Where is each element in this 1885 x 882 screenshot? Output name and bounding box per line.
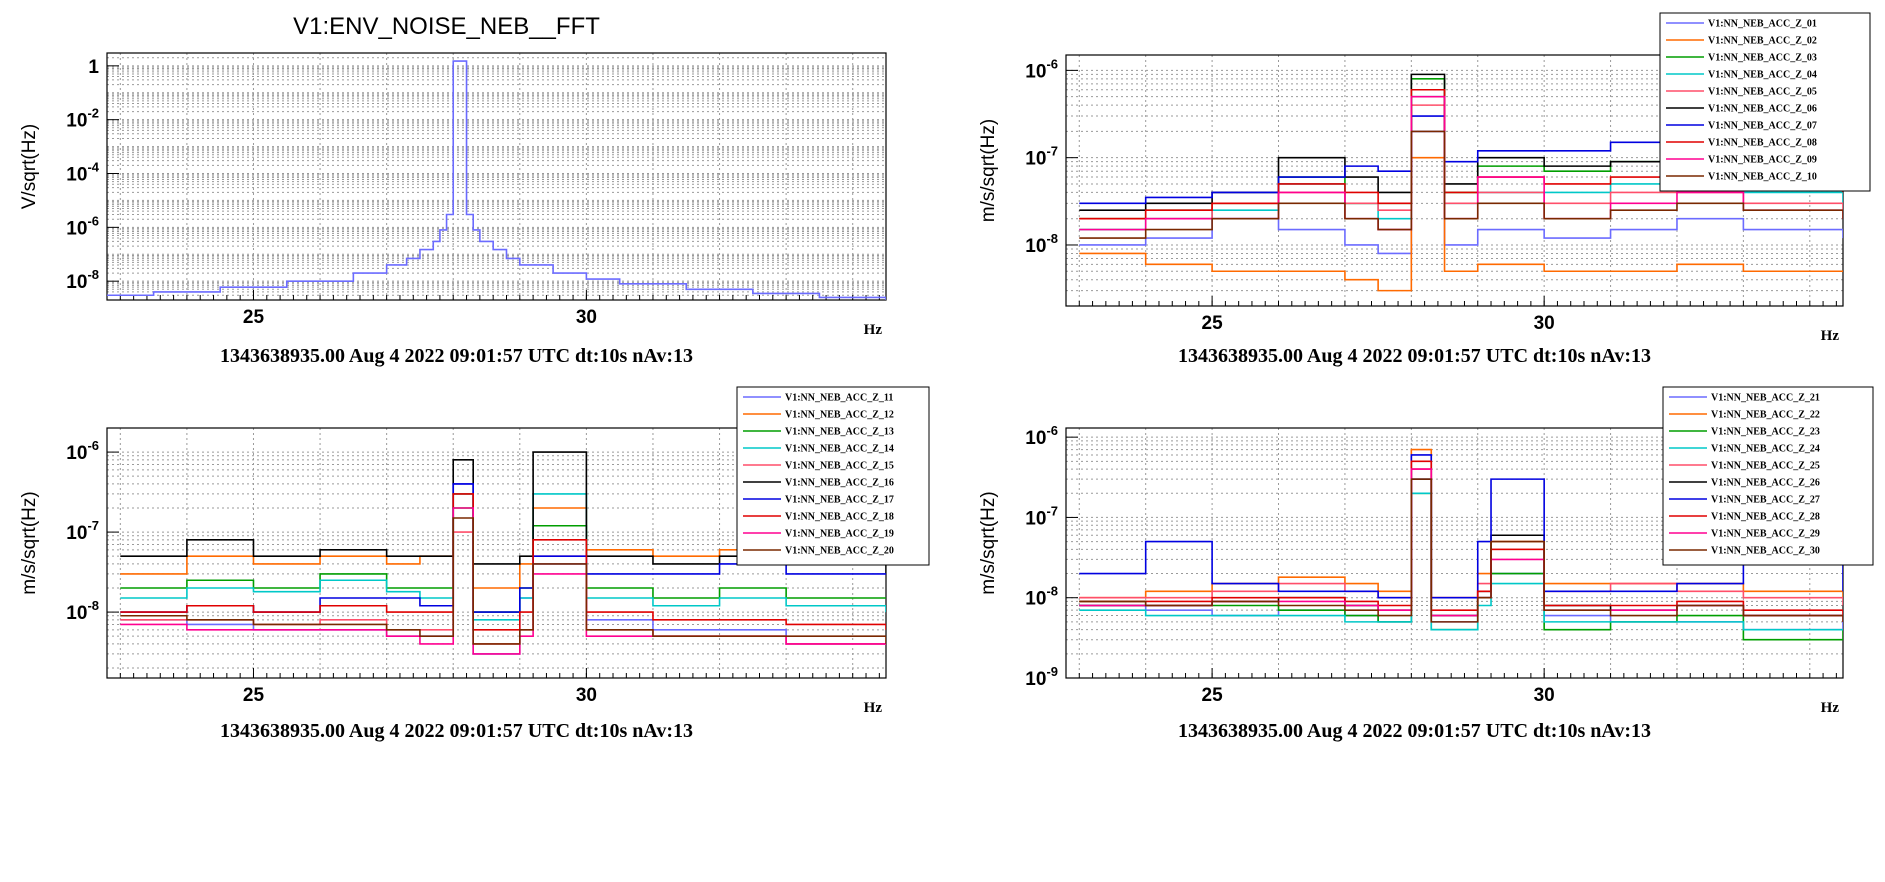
legend-label: V1:NN_NEB_ACC_Z_28 [1711,512,1820,523]
x-axis-label: Hz [864,700,883,716]
x-tick-label: 25 [1202,313,1224,334]
legend-label: V1:NN_NEB_ACC_Z_08 [1708,138,1817,149]
x-axis-label: Hz [1821,700,1840,716]
legend-label: V1:NN_NEB_ACC_Z_27 [1711,495,1820,506]
legend-label: V1:NN_NEB_ACC_Z_04 [1708,70,1817,81]
y-tick-label: 10-8 [66,598,99,624]
y-tick-label: 10-2 [66,106,99,132]
legend-label: V1:NN_NEB_ACC_Z_21 [1711,393,1820,404]
legend-label: V1:NN_NEB_ACC_Z_22 [1711,410,1820,421]
y-tick-label: 10-6 [66,213,99,239]
plot-frame [106,52,887,301]
legend-label: V1:NN_NEB_ACC_Z_09 [1708,155,1817,166]
legend-label: V1:NN_NEB_ACC_Z_06 [1708,104,1817,115]
x-tick-label: 25 [243,685,265,706]
chart-footer: 1343638935.00 Aug 4 2022 09:01:57 UTC dt… [220,345,693,367]
chart-footer: 1343638935.00 Aug 4 2022 09:01:57 UTC dt… [220,720,693,742]
x-tick-label: 25 [1202,685,1224,706]
legend: V1:NN_NEB_ACC_Z_11 V1:NN_NEB_ACC_Z_12 V1:N… [736,386,930,566]
series-line-1 [107,60,886,300]
legend-label: V1:NN_NEB_ACC_Z_11 [785,393,893,404]
y-tick-label: 10-6 [66,438,99,464]
y-tick-label: 10-6 [1025,56,1058,82]
x-axis-label: Hz [864,322,883,338]
y-tick-label: 10-7 [66,518,99,544]
chart-panel-3: 10-6 10-7 10-8 25 30 m/s/sqrt(Hz) Hz 1343638935… [19,386,930,742]
chart-panel-2: 10-6 10-7 10-8 25 30 m/s/sqrt(Hz) Hz 1343638935… [978,12,1871,367]
x-tick-label: 30 [576,685,597,706]
legend-label: V1:NN_NEB_ACC_Z_25 [1711,461,1820,472]
legend-label: V1:NN_NEB_ACC_Z_24 [1711,444,1820,455]
series-line-10 [1079,130,1843,239]
y-axis-label: m/s/sqrt(Hz) [978,119,999,222]
legend-label: V1:NN_NEB_ACC_Z_20 [785,546,894,557]
x-tick-label: 30 [1534,685,1555,706]
legend-label: V1:NN_NEB_ACC_Z_14 [785,444,894,455]
legend-box [736,386,930,566]
legend: V1:NN_NEB_ACC_Z_01 V1:NN_NEB_ACC_Z_02 V1:N… [1659,12,1871,192]
legend-label: V1:NN_NEB_ACC_Z_26 [1711,478,1820,489]
chart-footer: 1343638935.00 Aug 4 2022 09:01:57 UTC dt… [1178,720,1651,742]
x-tick-label: 30 [576,307,597,328]
legend-label: V1:NN_NEB_ACC_Z_15 [785,461,894,472]
series-group [1079,448,1843,641]
legend-label: V1:NN_NEB_ACC_Z_07 [1708,121,1817,132]
y-tick-label: 10-7 [1025,503,1058,529]
legend-label: V1:NN_NEB_ACC_Z_03 [1708,53,1817,64]
legend-label: V1:NN_NEB_ACC_Z_23 [1711,427,1820,438]
legend-label: V1:NN_NEB_ACC_Z_05 [1708,87,1817,98]
y-tick-label: 10-8 [1025,231,1058,257]
y-axis-label: m/s/sqrt(Hz) [978,491,999,594]
legend-label: V1:NN_NEB_ACC_Z_18 [785,512,894,523]
legend-label: V1:NN_NEB_ACC_Z_02 [1708,36,1817,47]
series-line-10 [1079,478,1843,623]
y-tick-label: 1 [88,57,99,78]
legend-label: V1:NN_NEB_ACC_Z_16 [785,478,894,489]
legend-label: V1:NN_NEB_ACC_Z_01 [1708,19,1817,30]
y-tick-label: 10-6 [1025,423,1058,449]
legend-label: V1:NN_NEB_ACC_Z_29 [1711,529,1820,540]
legend-label: V1:NN_NEB_ACC_Z_12 [785,410,894,421]
y-tick-label: 10-7 [1025,144,1058,170]
chart-panel-4: 10-6 10-7 10-8 10-9 25 30 m/s/sqrt(Hz) Hz 134363… [978,386,1874,742]
series-line-8 [1079,460,1843,616]
chart-footer: 1343638935.00 Aug 4 2022 09:01:57 UTC dt… [1178,345,1651,367]
x-tick-label: 30 [1534,313,1555,334]
x-tick-label: 25 [243,307,265,328]
legend-label: V1:NN_NEB_ACC_Z_17 [785,495,894,506]
series-group [120,451,886,655]
x-axis-label: Hz [1821,328,1840,344]
legend-label: V1:NN_NEB_ACC_Z_30 [1711,546,1820,557]
series-line-10 [120,517,886,645]
legend-box [1659,12,1871,192]
y-tick-label: 10-8 [66,267,99,293]
series-line-2 [1079,156,1843,292]
y-tick-label: 10-4 [66,160,99,186]
chart-panel-1: V1:ENV_NOISE_NEB__FFT 1 10-2 10-4 10-6 10-8 25… [19,13,887,367]
legend: V1:NN_NEB_ACC_Z_21 V1:NN_NEB_ACC_Z_22 V1:N… [1662,386,1874,566]
y-axis-label: m/s/sqrt(Hz) [19,491,40,594]
chart-title: V1:ENV_NOISE_NEB__FFT [293,13,600,40]
legend-label: V1:NN_NEB_ACC_Z_10 [1708,172,1817,183]
series-group [107,60,886,300]
series-line-6 [120,451,886,574]
legend-box [1662,386,1874,566]
series-line-4 [1079,492,1843,631]
y-tick-label: 10-9 [1025,664,1058,690]
legend-label: V1:NN_NEB_ACC_Z_19 [785,529,894,540]
y-axis-label: V/sqrt(Hz) [19,124,40,210]
y-tick-label: 10-8 [1025,584,1058,610]
legend-label: V1:NN_NEB_ACC_Z_13 [785,427,894,438]
